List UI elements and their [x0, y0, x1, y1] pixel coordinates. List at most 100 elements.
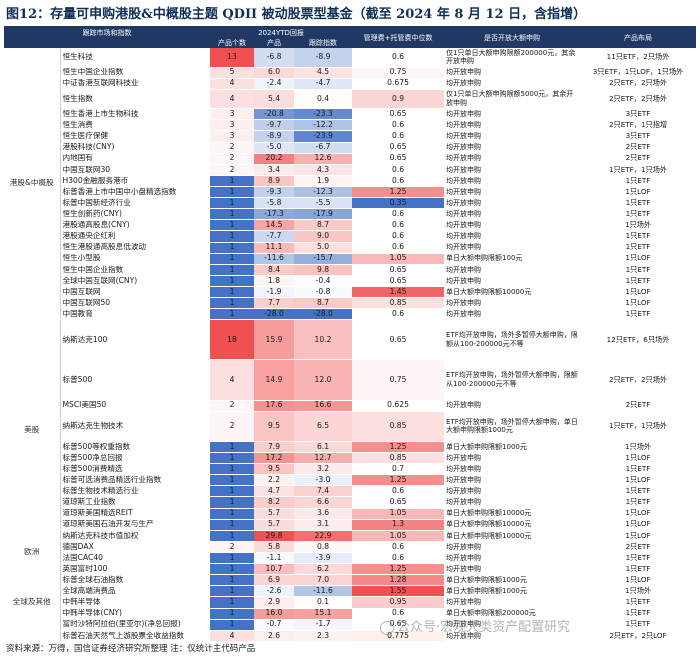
subscription-status: 均开放申购 — [444, 630, 581, 643]
subscription-status: 均开放申购 — [444, 186, 581, 199]
index-name: 标普生物技术精选行业 — [60, 485, 210, 498]
product-return: -1.1 — [254, 552, 294, 565]
subscription-status: 均开放申购 — [444, 153, 581, 165]
index-return: 4.3 — [294, 164, 353, 176]
product-return: -9.7 — [254, 119, 294, 132]
product-count: 1 — [210, 485, 254, 498]
watermark: 公众号·宏观大类资产配置研究 — [380, 618, 570, 638]
table-row: 标普500净总回报 1 17.2 12.7 0.85 均开放申购 1只LOF — [4, 452, 697, 465]
index-name: 道琼斯美国石油开发与生产 — [60, 519, 210, 531]
table-row: 标普500 4 14.9 12.0 0.75 ETF均开放申购，场外暂停大额申购，限额从1… — [4, 359, 697, 401]
index-return: 4.5 — [294, 67, 353, 79]
product-count: 4 — [210, 630, 254, 643]
fee-median: 0.65 — [352, 275, 445, 288]
product-return: 2.2 — [254, 474, 294, 487]
table-row: 恒生港股通高股息低波动 1 11.1 5.0 0.6 均开放申购 1只ETF — [4, 242, 697, 254]
index-name: 恒生中国企业指数 — [60, 67, 210, 79]
product-count: 18 — [210, 319, 254, 361]
index-name: 标普500净总回报 — [60, 452, 210, 465]
product-distribution: 11只ETF，2只场外 — [580, 48, 697, 68]
index-name: 标普石油天然气上游股票全收益指数 — [60, 630, 210, 643]
subscription-status: 单日大额申购限额1000元 — [444, 574, 581, 587]
fee-median: 0.65 — [352, 153, 445, 165]
subscription-status: 均开放申购 — [444, 219, 581, 232]
subscription-status: 均开放申购 — [444, 275, 581, 288]
fee-median: 0.6 — [352, 48, 445, 68]
market-group-label: 欧洲 — [4, 540, 61, 565]
fee-median: 0.65 — [352, 619, 445, 631]
table-row: 纳斯达克生物技术 2 9.5 6.5 0.85 ETF均开放申购，场外暂停大额申购，单日大… — [4, 411, 697, 442]
index-name: 中国互联网50 — [60, 297, 210, 310]
subscription-status: 单日大额申购限额10000元 — [444, 286, 581, 299]
fee-median: 0.6 — [352, 164, 445, 176]
index-name: 内地国有 — [60, 153, 210, 165]
product-return: 16.0 — [254, 608, 294, 620]
index-name: 中韩半导体(CNY) — [60, 608, 210, 620]
product-return: 15.9 — [254, 319, 294, 361]
product-count: 1 — [210, 619, 254, 631]
index-name: 中国互联网30 — [60, 164, 210, 176]
table-row: 法国CAC40 1 -1.1 -3.9 0.6 均开放申购 1只ETF — [4, 552, 697, 565]
index-name: 富时沙特阿拉伯(里亚尔)(净总回报) — [60, 619, 210, 631]
product-count: 1 — [210, 219, 254, 232]
subscription-status: 均开放申购 — [444, 474, 581, 487]
index-return: 12.6 — [294, 153, 353, 165]
fee-median: 1.05 — [352, 530, 445, 542]
product-distribution: 1只ETF — [580, 608, 697, 620]
header-fee: 管理费+托管费中位数 — [352, 28, 445, 48]
fee-median: 0.75 — [352, 67, 445, 79]
fee-median: 0.95 — [352, 596, 445, 609]
index-return: 3.1 — [294, 519, 353, 531]
table-row: 恒生中国企业指数 5 6.0 4.5 0.75 均开放申购 3只ETF，1只LOF，1只场外 — [4, 67, 697, 79]
table-row: 恒生医疗保健 3 -8.9 -23.9 0.6 均开放申购 3只ETF — [4, 130, 697, 143]
product-return: 7.9 — [254, 441, 294, 453]
subscription-status: 均开放申购 — [444, 242, 581, 254]
index-return: -8.9 — [294, 48, 353, 68]
fee-median: 0.6 — [352, 175, 445, 188]
product-distribution: 1只LOF — [580, 452, 697, 465]
subscription-status: 单日大额申购限额100元 — [444, 253, 581, 265]
product-distribution: 2只ETF — [580, 540, 697, 553]
header-subscribe: 是否开放大额申购 — [444, 28, 581, 48]
product-return: 20.2 — [254, 153, 294, 165]
product-return: -6.8 — [254, 48, 294, 68]
product-distribution: 2只ETF — [580, 153, 697, 165]
fee-median: 0.6 — [352, 308, 445, 321]
market-group-label: 全球及其他 — [4, 563, 61, 642]
index-return: -12.2 — [294, 119, 353, 132]
subscription-status: 均开放申购 — [444, 463, 581, 476]
product-return: 5.8 — [254, 540, 294, 553]
table-row: 港股&中概股 恒生科技 13 -6.8 -8.9 0.6 仅1只单日大额申购限额200000… — [4, 48, 697, 321]
index-return: 15.1 — [294, 608, 353, 620]
product-count: 1 — [210, 441, 254, 453]
subscription-status: 均开放申购 — [444, 540, 581, 553]
index-name: H300金融服务港币 — [60, 175, 210, 188]
index-name: 英国富时100 — [60, 563, 210, 576]
subscription-status: 均开放申购 — [444, 297, 581, 310]
fee-median: 0.6 — [352, 208, 445, 221]
product-return: -28.0 — [254, 308, 294, 321]
subscription-status: ETF均开放申购，场外多暂停大额申购，限额从100-200000元不等 — [444, 319, 581, 361]
index-return: -4.7 — [294, 78, 353, 90]
title-rule — [4, 26, 696, 28]
table-row: 标普500消费精选 1 9.5 3.2 0.7 均开放申购 1只ETF — [4, 463, 697, 476]
table-body: 港股&中概股 恒生科技 13 -6.8 -8.9 0.6 仅1只单日大额申购限额200000… — [4, 48, 697, 643]
product-distribution: 1只ETF — [580, 175, 697, 188]
product-distribution: 1只ETF — [580, 264, 697, 276]
table-row: 道琼斯美国石油开发与生产 1 5.7 3.1 1.3 单日大额申购限额10000元 1只LO… — [4, 519, 697, 531]
product-return: 8.2 — [254, 496, 294, 509]
product-distribution: 1只ETF，1只场外 — [580, 411, 697, 442]
index-return: 12.7 — [294, 452, 353, 465]
product-distribution: 1只ETF — [580, 596, 697, 609]
product-count: 4 — [210, 89, 254, 110]
fee-median: 0.6 — [352, 219, 445, 232]
table-row: 恒生中国企业指数 1 8.4 9.8 0.65 均开放申购 1只ETF — [4, 264, 697, 276]
product-count: 2 — [210, 540, 254, 553]
product-distribution: 1只ETF — [580, 242, 697, 254]
table-row: 中国互联网50 1 7.7 8.7 0.85 均开放申购 1只LOF — [4, 297, 697, 310]
index-return: 3.2 — [294, 463, 353, 476]
product-distribution: 1只场外 — [580, 441, 697, 453]
product-count: 1 — [210, 496, 254, 509]
table-row: 全球高端消费品 1 -2.6 -11.6 1.55 单日大额申购限额1000元 1只场外 — [4, 585, 697, 598]
index-return: 12.0 — [294, 359, 353, 401]
